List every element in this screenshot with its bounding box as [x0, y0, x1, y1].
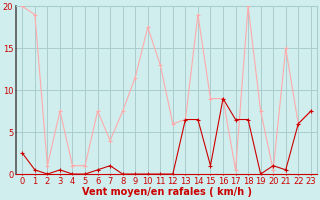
X-axis label: Vent moyen/en rafales ( km/h ): Vent moyen/en rafales ( km/h )	[82, 187, 252, 197]
